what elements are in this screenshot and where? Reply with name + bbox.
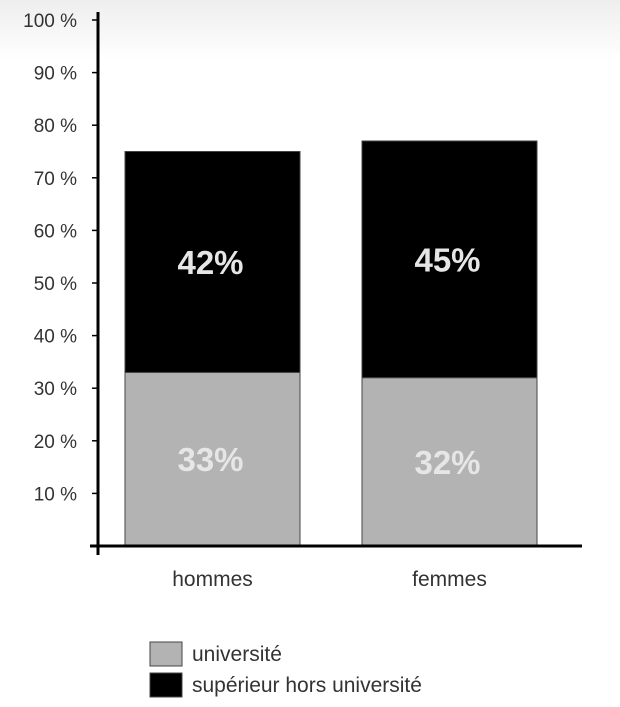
y-tick-label: 50 %	[34, 274, 77, 295]
y-tick-label: 10 %	[34, 484, 77, 505]
y-tick-label: 70 %	[34, 169, 77, 190]
x-label-femmes: femmes	[412, 568, 487, 591]
y-tick-label: 20 %	[34, 432, 77, 453]
legend-swatch-1	[149, 672, 183, 698]
bar-femmes-series-1	[361, 140, 538, 379]
bar-femmes-series-0	[361, 377, 538, 547]
legend-swatch-0	[149, 641, 183, 667]
y-tick-label: 100 %	[23, 11, 77, 32]
legend-label-0: université	[192, 643, 282, 666]
data-label-femmes-series-1: 45%	[414, 241, 480, 278]
y-tick-label: 40 %	[34, 327, 77, 348]
data-label-hommes-series-1: 42%	[177, 244, 243, 281]
bars	[124, 140, 538, 547]
x-label-hommes: hommes	[172, 568, 253, 591]
data-labels: 33% 42% 32% 45%	[177, 241, 480, 481]
y-tick-label: 30 %	[34, 379, 77, 400]
y-tick-label: 80 %	[34, 116, 77, 137]
legend: université supérieur hors université	[149, 641, 422, 698]
y-tick-label: 90 %	[34, 64, 77, 85]
top-shade	[0, 0, 620, 60]
data-label-femmes-series-0: 32%	[414, 444, 480, 481]
bar-hommes-series-0	[124, 371, 301, 547]
y-axis-ticks: 10 % 20 % 30 % 40 % 50 % 60 % 70 % 80 % 90 % 100 …	[23, 11, 98, 505]
x-axis-labels: hommes femmes	[172, 568, 487, 591]
y-tick-label: 60 %	[34, 221, 77, 242]
data-label-hommes-series-0: 33%	[177, 441, 243, 478]
bar-hommes-series-1	[124, 151, 301, 373]
legend-label-1: supérieur hors université	[192, 674, 422, 697]
